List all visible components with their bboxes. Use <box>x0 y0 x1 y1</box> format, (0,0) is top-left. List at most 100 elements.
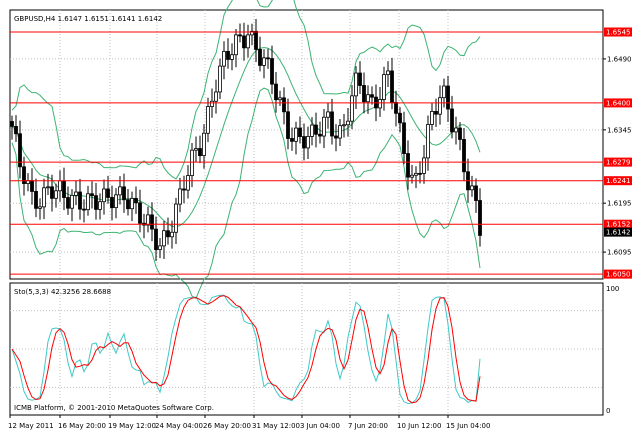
price-axis-label: 1.6490 <box>607 55 632 63</box>
time-axis-label: 15 Jun 04:00 <box>446 422 490 430</box>
candle-body <box>214 91 218 102</box>
candle-body <box>122 186 126 201</box>
candle-body <box>186 175 190 191</box>
candle-body <box>30 180 34 192</box>
candle-body <box>210 100 214 107</box>
candle-body <box>362 85 366 103</box>
price-axis-label: 1.6095 <box>607 249 632 257</box>
candle-body <box>150 214 154 230</box>
candle-body <box>90 193 94 197</box>
candle-body <box>22 166 26 184</box>
candle-body <box>190 149 194 176</box>
price-pane[interactable]: 1.6545 1.6400 1.6279 1.6241 1.6152 1.6050 1.61… <box>9 0 632 300</box>
level-label-text: 1.6152 <box>606 221 631 229</box>
candle-body <box>250 30 254 36</box>
current-price-text: 1.6142 <box>606 229 631 237</box>
candle-body <box>446 85 450 110</box>
candle-body <box>10 121 14 127</box>
candle-body <box>234 34 238 56</box>
candle-body <box>262 57 266 66</box>
candle-body <box>74 191 78 196</box>
candle-body <box>402 122 406 154</box>
time-axis-label: 10 Jun 12:00 <box>397 422 441 430</box>
candle-body <box>242 35 246 49</box>
candle-body <box>418 172 422 175</box>
candle-body <box>326 111 330 118</box>
candle-body <box>54 190 58 199</box>
level-price-label: 1.6152 <box>604 219 632 229</box>
candlestick-series <box>10 18 482 261</box>
candle-body <box>222 50 226 67</box>
bollinger-middle <box>11 47 481 228</box>
candle-body <box>358 72 362 86</box>
candle-body <box>318 133 322 137</box>
current-price-box <box>604 227 632 237</box>
stochastic-pane[interactable]: Sto(5,3,3) 42.3256 28.6688 100 0 ICMB Pl… <box>9 282 619 416</box>
candle-body <box>130 197 134 210</box>
candle-body <box>102 188 106 203</box>
level-label-text: 1.6050 <box>606 271 631 279</box>
candle-body <box>194 148 198 151</box>
time-axis-label: 24 May 04:00 <box>155 422 203 430</box>
candle-body <box>94 195 98 210</box>
candle-body <box>342 124 346 127</box>
candle-body <box>146 214 150 226</box>
candle-body <box>182 188 186 191</box>
candle-body <box>334 135 338 139</box>
candle-body <box>286 111 290 139</box>
candle-body <box>398 112 402 124</box>
candle-body <box>422 157 426 174</box>
candle-body <box>346 120 350 126</box>
candle-body <box>82 208 86 211</box>
level-label-text: 1.6545 <box>606 29 631 37</box>
candle-body <box>226 50 230 60</box>
candle-body <box>278 97 282 101</box>
candle-body <box>166 230 170 238</box>
candle-body <box>322 116 326 137</box>
candle-body <box>46 186 50 189</box>
stochastic-title: Sto(5,3,3) 42.3256 28.6688 <box>14 288 111 296</box>
level-label-text: 1.6241 <box>606 177 631 185</box>
horizontal-levels[interactable]: 1.6545 1.6400 1.6279 1.6241 1.6152 1.6050 1.61… <box>10 27 632 279</box>
level-label-box <box>604 219 632 229</box>
time-axis-label: 26 May 20:00 <box>203 422 251 430</box>
candle-body <box>138 202 142 224</box>
level-price-label: 1.6050 <box>604 269 632 279</box>
candle-body <box>314 124 318 135</box>
candle-body <box>450 108 454 133</box>
level-price-label: 1.6241 <box>604 176 632 186</box>
candle-body <box>258 48 262 66</box>
candle-body <box>390 70 394 103</box>
candle-body <box>426 124 430 159</box>
candle-body <box>338 125 342 139</box>
candle-body <box>410 174 414 178</box>
candle-body <box>86 193 90 211</box>
candle-body <box>414 172 418 176</box>
level-label-box <box>604 176 632 186</box>
candle-body <box>330 111 334 137</box>
candle-body <box>66 197 70 209</box>
candle-body <box>462 139 466 173</box>
level-label-text: 1.6400 <box>606 99 631 107</box>
time-axis-label: 16 May 20:00 <box>58 422 106 430</box>
candle-body <box>118 186 122 196</box>
candle-body <box>386 70 390 76</box>
candle-body <box>266 57 270 60</box>
candle-body <box>162 230 166 247</box>
candle-body <box>298 127 302 138</box>
level-label-text: 1.6279 <box>606 159 631 167</box>
time-axis-label: 3 Jun 04:00 <box>300 422 340 430</box>
candle-body <box>290 138 294 142</box>
level-label-box <box>604 269 632 279</box>
candle-body <box>106 188 110 198</box>
price-axis: 1.6490 1.6345 1.6195 1.6095 <box>603 55 632 257</box>
candle-body <box>274 83 278 101</box>
candle-body <box>126 199 130 210</box>
candle-body <box>134 197 138 204</box>
candle-body <box>438 97 442 115</box>
candle-body <box>238 34 242 37</box>
price-pane-border <box>9 9 604 280</box>
